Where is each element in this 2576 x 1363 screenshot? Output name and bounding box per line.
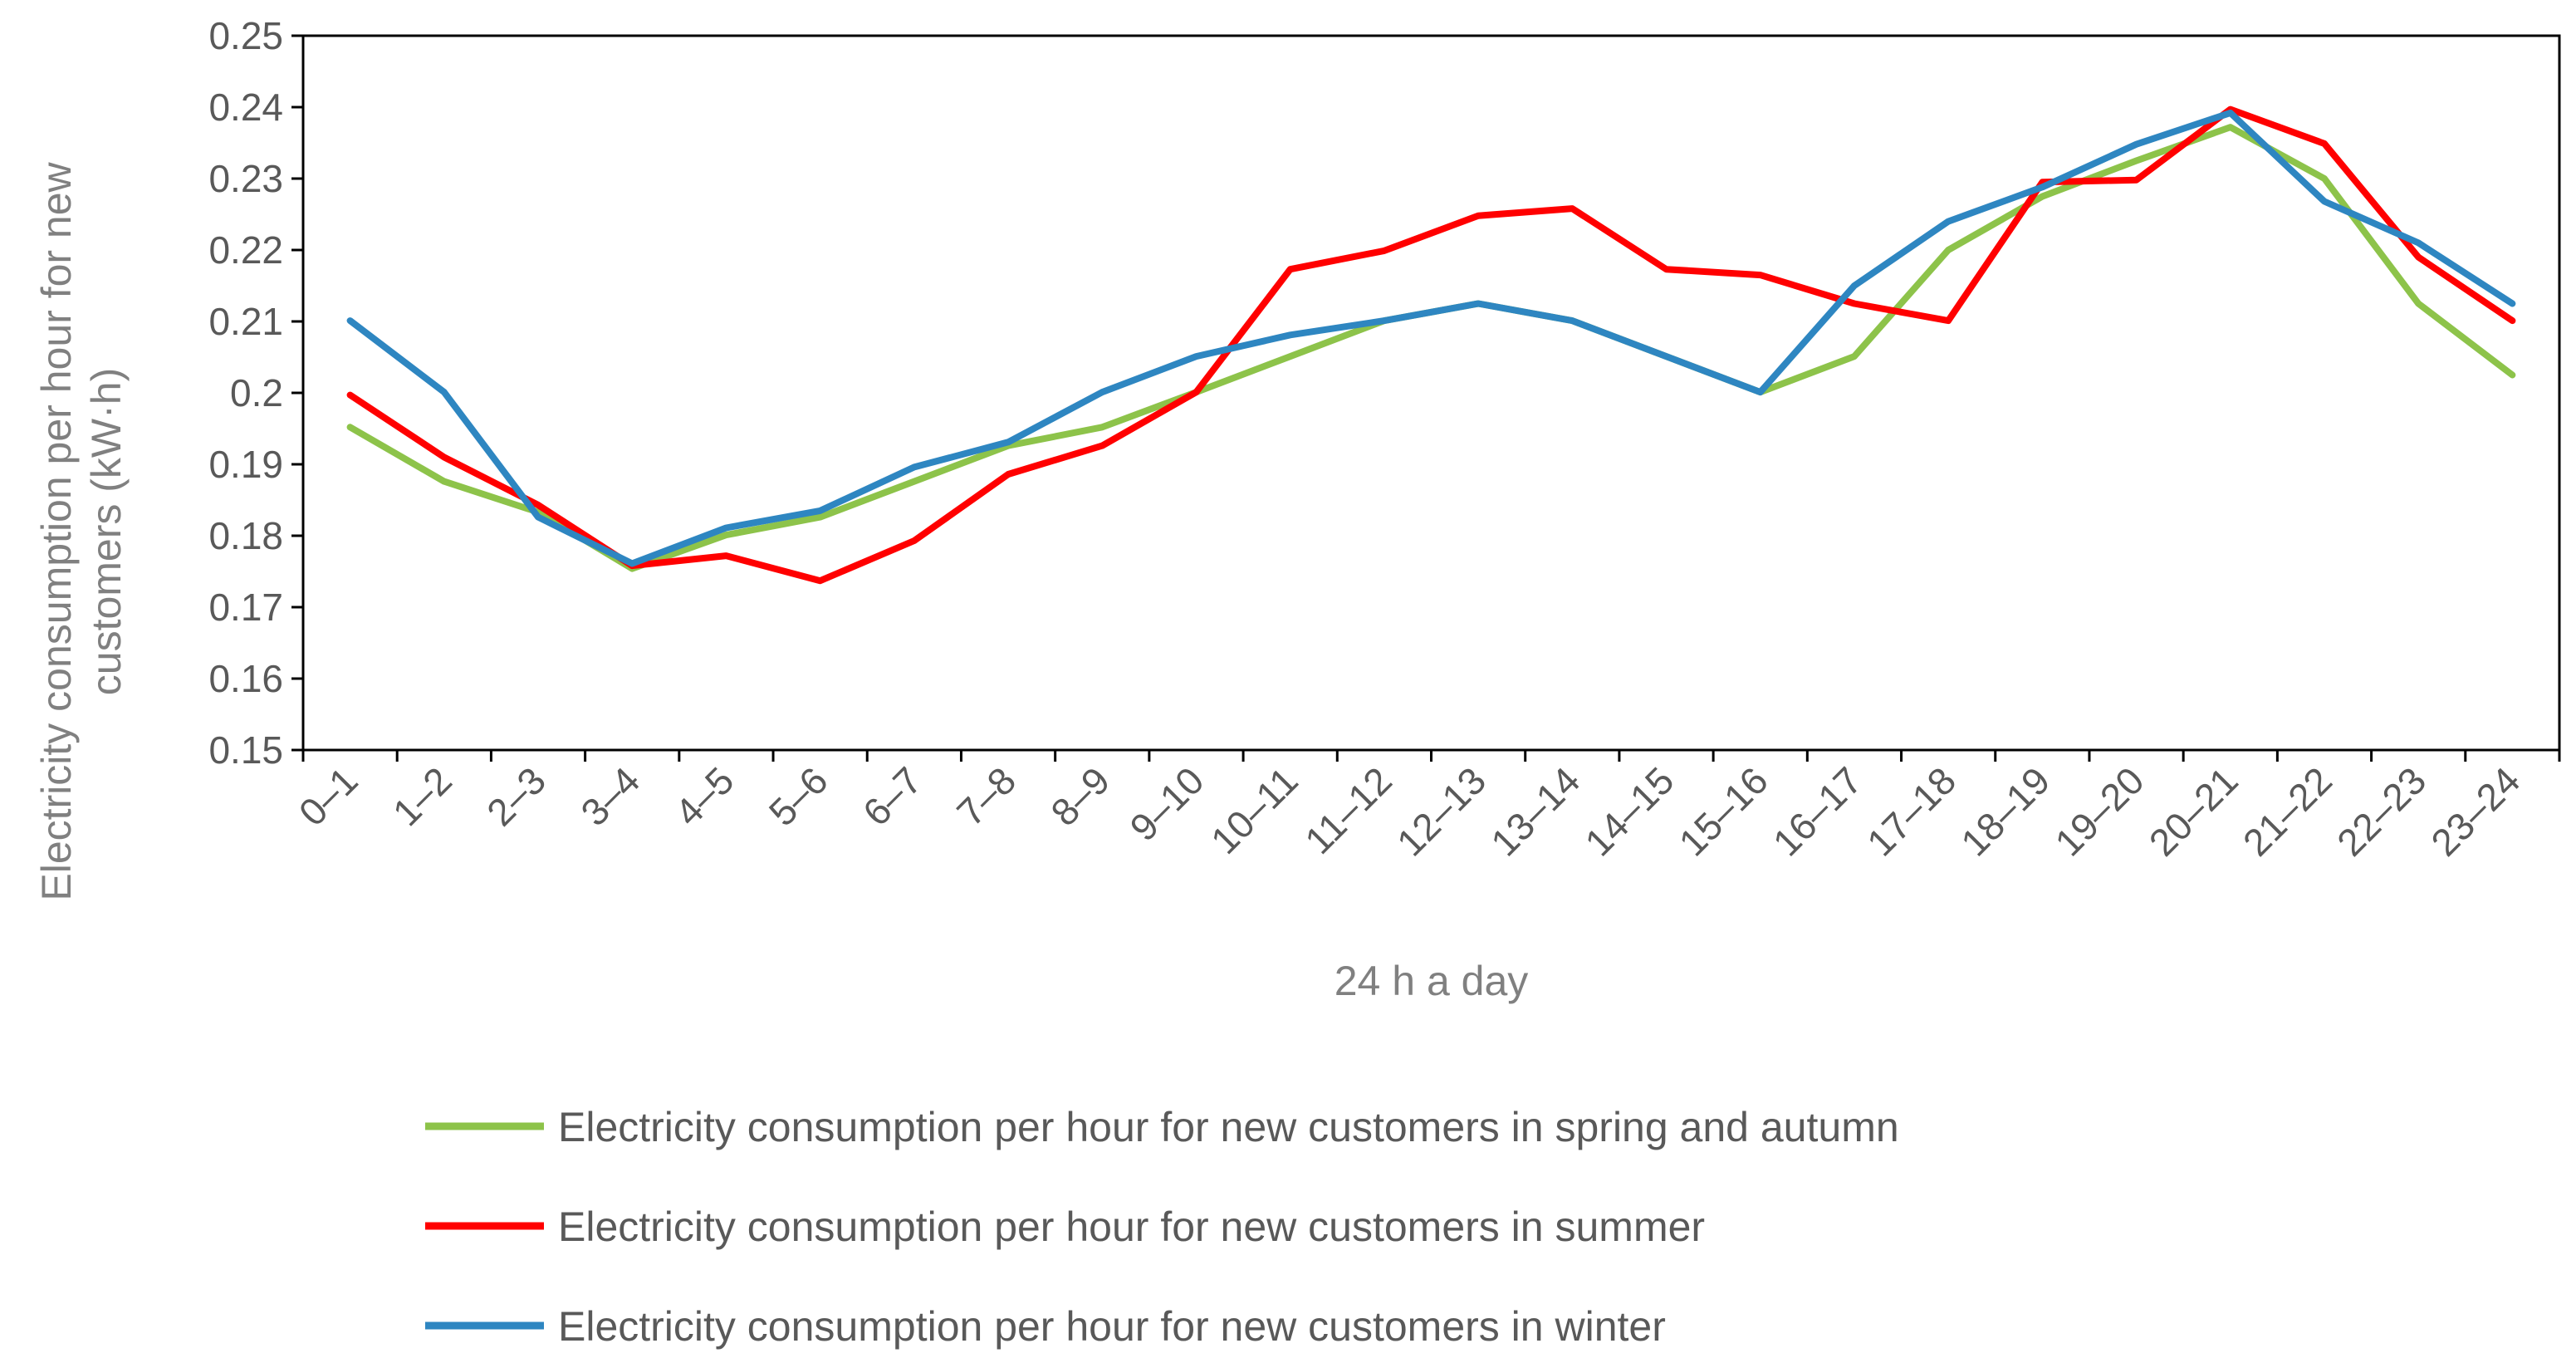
series-group bbox=[346, 105, 2516, 585]
plot-border bbox=[301, 34, 2561, 752]
y-tick-label: 0.21 bbox=[208, 300, 283, 343]
x-tick-label: 17–18 bbox=[1859, 758, 1964, 864]
x-tick-label: 21–22 bbox=[2235, 758, 2340, 864]
x-tick-label: 18–19 bbox=[1952, 758, 2058, 864]
legend-label-2: Electricity consumption per hour for new… bbox=[558, 1303, 1666, 1350]
x-tick-label: 11–12 bbox=[1296, 758, 1400, 862]
x-tick-label: 2–3 bbox=[478, 758, 554, 834]
y-axis-title: Electricity consumption per hour for new… bbox=[33, 161, 130, 900]
y-tick-label: 0.16 bbox=[208, 657, 283, 700]
y-tick-label: 0.25 bbox=[208, 14, 283, 57]
axes-group: 0.15 0.16 0.17 0.18 0.19 0.2 0.21 0.22 0.23 0.24 0… bbox=[33, 14, 2561, 1004]
y-tick-label: 0.17 bbox=[208, 586, 283, 629]
series-line-0 bbox=[346, 124, 2516, 572]
x-tick-label: 12–13 bbox=[1388, 758, 1494, 864]
x-tick-label: 0–1 bbox=[291, 758, 366, 834]
x-tick-label: 6–7 bbox=[855, 758, 930, 834]
x-tick-label: 10–11 bbox=[1202, 758, 1306, 862]
x-tick-label: 7–8 bbox=[948, 758, 1024, 834]
legend: Electricity consumption per hour for new… bbox=[425, 1104, 1899, 1350]
y-tick-label: 0.19 bbox=[208, 443, 283, 486]
x-tick-label: 3–4 bbox=[572, 758, 648, 834]
x-tick-label: 14–15 bbox=[1576, 758, 1682, 864]
x-axis-title: 24 h a day bbox=[1335, 958, 1529, 1004]
y-axis-title-line: customers (kW·h) bbox=[83, 368, 130, 695]
y-tick-label: 0.18 bbox=[208, 514, 283, 557]
x-tick-label: 22–23 bbox=[2329, 758, 2434, 864]
x-tick-label: 4–5 bbox=[666, 758, 742, 834]
x-tick-label: 9–10 bbox=[1121, 758, 1212, 849]
y-tick-label: 0.15 bbox=[208, 728, 283, 772]
x-tick-label: 16–17 bbox=[1765, 758, 1870, 864]
x-tick-label: 13–14 bbox=[1482, 758, 1588, 864]
y-axis-title-line: Electricity consumption per hour for new bbox=[33, 161, 80, 900]
x-tick-label: 8–9 bbox=[1042, 758, 1118, 834]
series-line-1 bbox=[346, 105, 2516, 585]
y-tick-label: 0.2 bbox=[230, 371, 283, 414]
x-tick-label: 20–21 bbox=[2141, 758, 2246, 864]
x-tick-label: 5–6 bbox=[761, 758, 836, 834]
x-tick-label: 23–24 bbox=[2422, 758, 2528, 864]
y-tick-label: 0.24 bbox=[208, 86, 283, 129]
legend-label-0: Electricity consumption per hour for new… bbox=[558, 1104, 1899, 1150]
y-tick-label: 0.23 bbox=[208, 157, 283, 200]
x-tick-label: 1–2 bbox=[384, 758, 460, 834]
series-line-2 bbox=[346, 109, 2516, 567]
legend-label-1: Electricity consumption per hour for new… bbox=[558, 1204, 1705, 1250]
y-tick-label: 0.22 bbox=[208, 228, 283, 272]
x-tick-label: 15–16 bbox=[1671, 758, 1776, 864]
x-tick-label: 19–20 bbox=[2046, 758, 2152, 864]
